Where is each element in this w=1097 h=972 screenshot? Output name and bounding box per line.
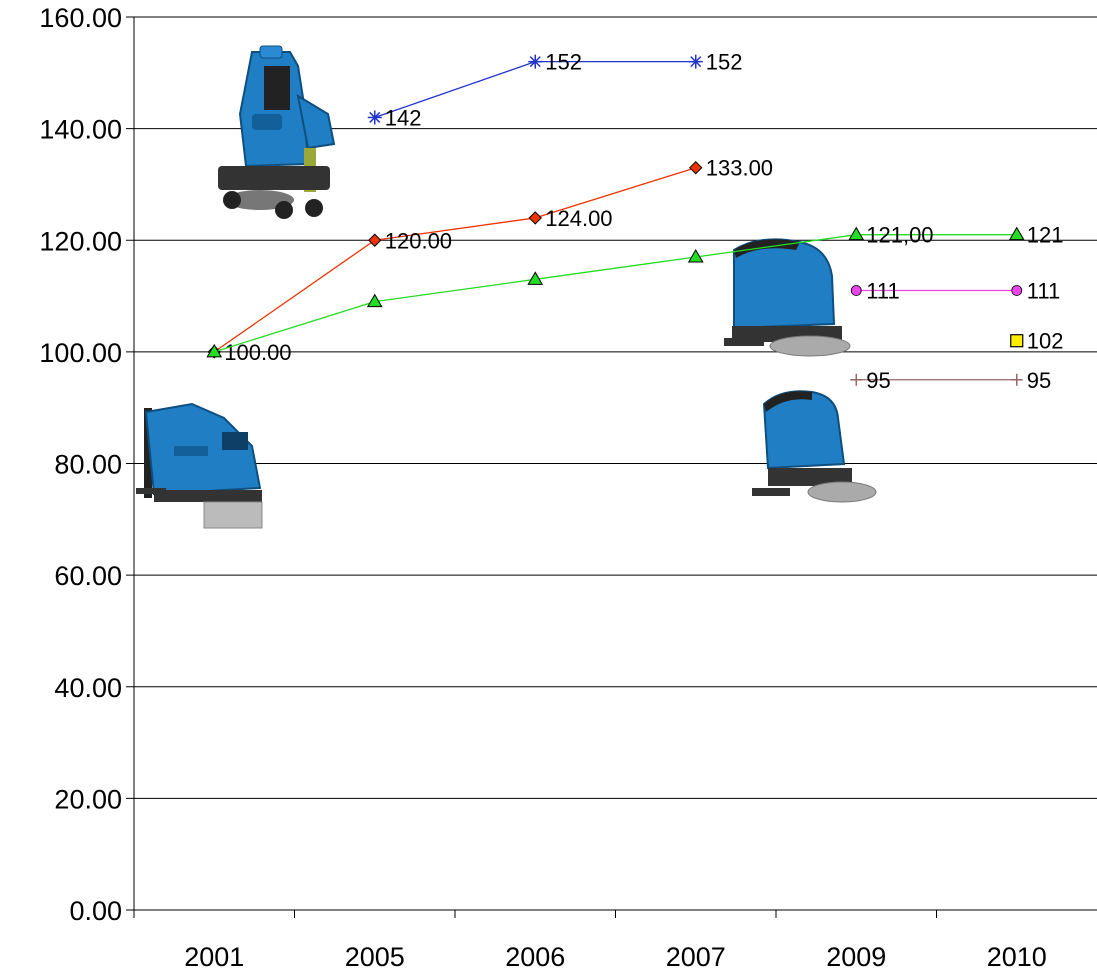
y-tick-label: 120.00 (39, 226, 122, 256)
series-5: 95 95 (850, 368, 1051, 393)
data-point (687, 249, 704, 263)
series-4: 102 (1010, 329, 1064, 354)
data-point (1010, 334, 1024, 348)
walk-behind-scrubber-small-icon (752, 390, 877, 503)
data-label: 121 (1027, 223, 1064, 248)
data-label: 100.00 (224, 340, 291, 365)
x-tick-label: 2007 (666, 942, 726, 972)
data-point (368, 233, 382, 247)
y-tick-label: 40.00 (54, 673, 122, 703)
data-point (206, 343, 223, 358)
data-point (850, 285, 862, 296)
data-point (367, 110, 382, 125)
y-tick-label: 160.00 (39, 3, 122, 33)
series-line-segment (374, 217, 536, 241)
series-line-segment (695, 234, 857, 258)
data-label: 133.00 (706, 156, 773, 181)
axes: 0.00 20.00 40.00 60.00 80.00 100.00 120.00 140.… (39, 3, 1097, 972)
data-label: 152 (545, 50, 582, 75)
series-3: 111 111 (850, 278, 1060, 303)
data-point (366, 293, 383, 308)
series-line-segment (374, 278, 536, 303)
x-tick-label: 2005 (345, 942, 405, 972)
y-tick-label: 80.00 (54, 450, 122, 480)
y-tick-label: 20.00 (54, 784, 122, 814)
walk-behind-scrubber-medium-icon (724, 238, 851, 357)
data-point (1008, 226, 1025, 241)
series-2: 121,00 121 (206, 223, 1064, 358)
data-label: 95 (866, 368, 890, 393)
data-point (527, 271, 544, 285)
data-label: 111 (1027, 278, 1060, 303)
y-tick-label: 0.00 (69, 896, 122, 926)
data-point (1010, 373, 1023, 386)
data-label: 152 (706, 50, 743, 75)
data-point (848, 226, 865, 241)
data-label: 111 (866, 278, 899, 303)
x-tick-label: 2006 (505, 942, 565, 972)
series-0: 142 152 152 (367, 50, 743, 130)
data-point (689, 160, 703, 175)
data-point (528, 211, 542, 225)
series-line-segment (374, 61, 536, 119)
series-line-segment (535, 256, 696, 280)
data-point (688, 54, 703, 69)
data-label: 142 (385, 105, 422, 130)
data-label: 102 (1027, 329, 1064, 354)
y-tick-label: 100.00 (39, 338, 122, 368)
data-label: 121,00 (866, 223, 933, 248)
data-point (528, 54, 543, 69)
y-tick-label: 140.00 (39, 115, 122, 145)
x-tick-label: 2001 (184, 942, 244, 972)
series-line-segment (214, 301, 375, 353)
series-line-segment (535, 167, 696, 219)
series-line-segment (213, 239, 376, 353)
data-label: 124.00 (545, 206, 612, 231)
ride-on-scrubber-icon (218, 45, 336, 219)
y-tick-label: 60.00 (54, 561, 122, 591)
data-point (850, 373, 863, 386)
data-label: 95 (1027, 368, 1051, 393)
data-point (1011, 285, 1023, 296)
walk-behind-scrubber-large-icon (136, 402, 263, 529)
x-tick-label: 2009 (826, 942, 886, 972)
data-label: 120.00 (385, 228, 452, 253)
x-tick-label: 2010 (987, 942, 1047, 972)
